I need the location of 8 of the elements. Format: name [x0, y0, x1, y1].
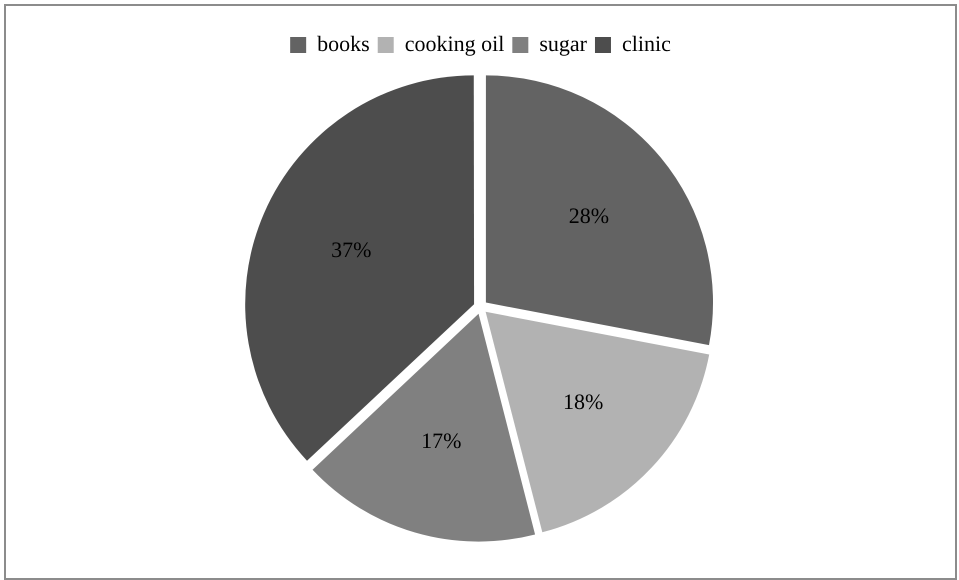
- data-label: 37%: [331, 236, 372, 262]
- data-label: 17%: [421, 428, 462, 453]
- data-label: 18%: [562, 389, 604, 414]
- legend-label: cooking oil: [404, 30, 504, 56]
- legend-label: sugar: [539, 30, 588, 56]
- legend-label: clinic: [622, 30, 672, 56]
- data-label: 28%: [568, 203, 610, 228]
- legend-label: books: [317, 30, 370, 56]
